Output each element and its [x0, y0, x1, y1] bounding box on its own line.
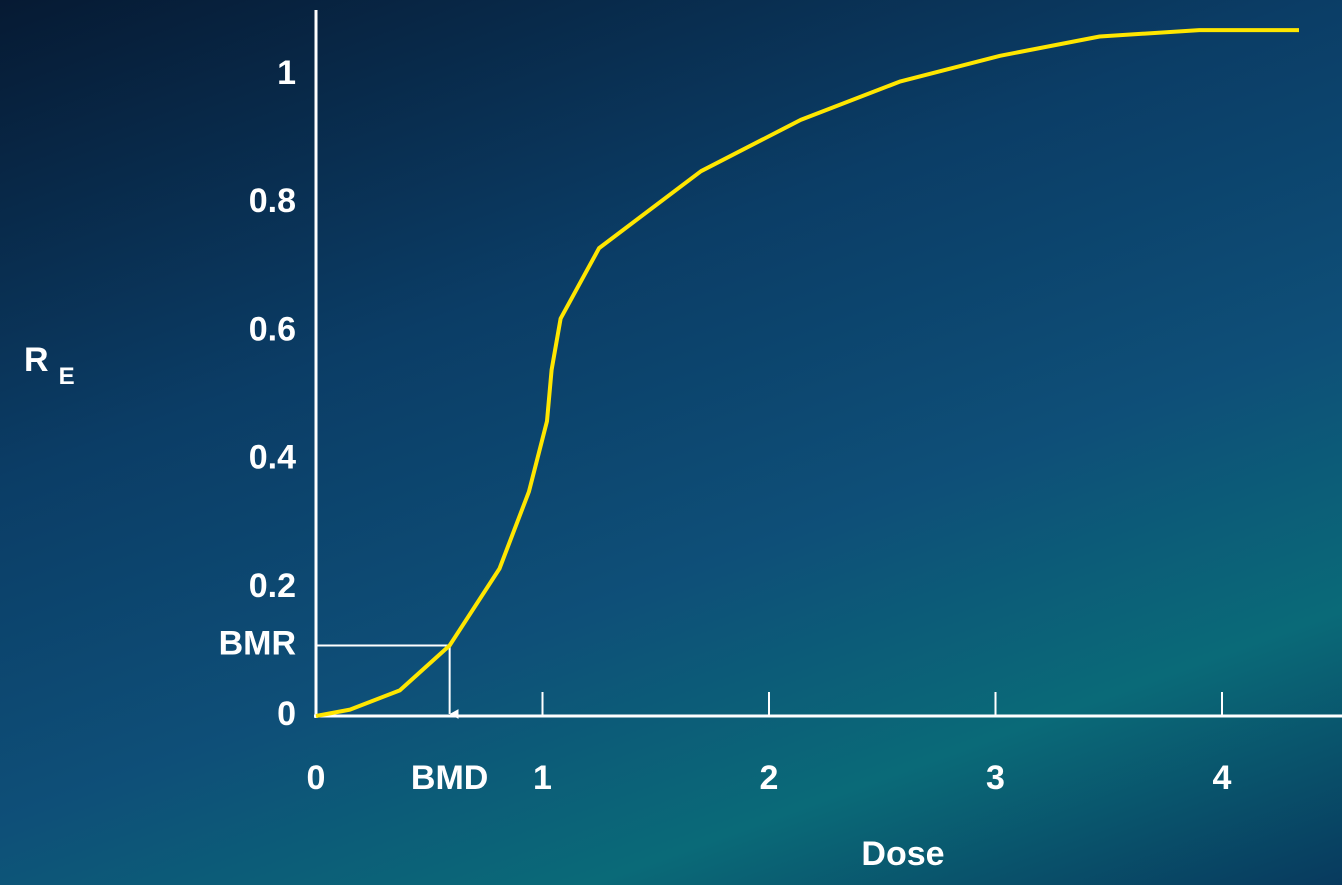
chart: RE Dose 0 BMR 0.2 0.4 0.6 0.8 1 0 BMD 1 2 3 4	[0, 0, 1342, 885]
y-tick-label: 0.2	[249, 567, 296, 605]
x-tick-label: 2	[760, 759, 779, 797]
y-tick-label: 0.6	[249, 310, 296, 348]
x-tick-label: 1	[533, 759, 552, 797]
y-tick-label: BMR	[219, 624, 296, 662]
x-tick-label: BMD	[411, 759, 488, 797]
x-tick-label: 0	[307, 759, 326, 797]
y-tick-label: 1	[277, 54, 296, 92]
page: {"chart_data": {"type": "line", "y_label…	[0, 0, 1342, 885]
x-axis-title: Dose	[861, 835, 944, 873]
curve	[316, 30, 1299, 716]
x-tick-label: 3	[986, 759, 1005, 797]
y-tick-label: 0	[277, 695, 296, 733]
y-label-sub: E	[59, 363, 75, 390]
y-tick-label: 0.4	[249, 439, 296, 477]
y-label: R	[24, 341, 49, 379]
x-tick-label: 4	[1213, 759, 1232, 797]
y-tick-label: 0.8	[249, 182, 296, 220]
